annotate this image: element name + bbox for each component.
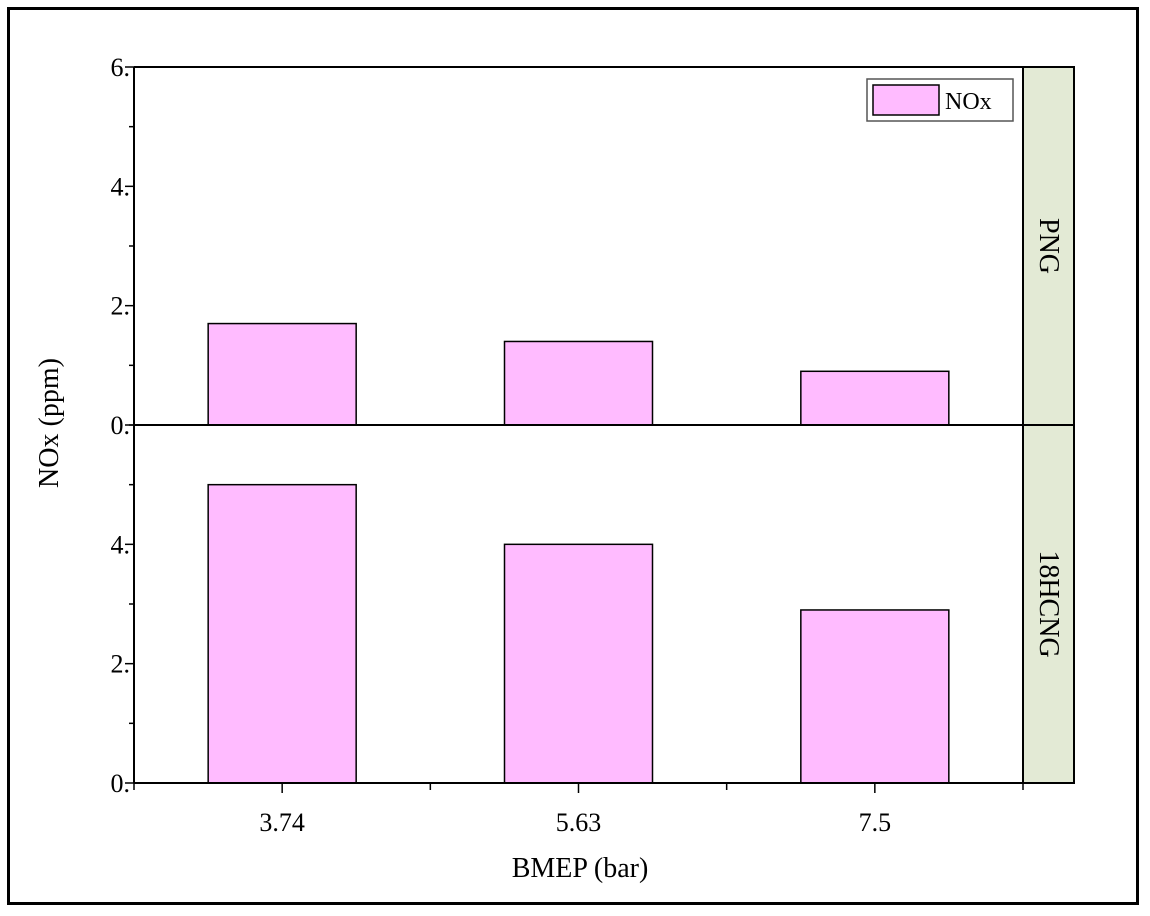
panel-strip-PNG (1022, 66, 1075, 426)
y-tick-label-18HCNG-0: 0. (111, 769, 131, 798)
legend: NOx (866, 78, 1014, 122)
x-tick-label-7.5: 7.5 (859, 808, 892, 837)
bar-18HCNG-5.63 (503, 543, 654, 784)
bar-PNG-7.5 (800, 370, 950, 426)
panel-title-PNG: PNG (1033, 218, 1064, 274)
bars-layer (207, 322, 950, 784)
y-tick-label-PNG-0: 0. (111, 411, 131, 440)
x-axis-title: BMEP (bar) (512, 853, 649, 884)
bar-PNG-5.63 (503, 340, 654, 426)
bar-18HCNG-3.74 (207, 483, 357, 784)
y-tick-label-PNG-6: 6. (111, 53, 131, 82)
y-tick-label-PNG-4: 4. (111, 172, 131, 201)
y-tick-label-18HCNG-4: 4. (111, 530, 131, 559)
legend-swatch-nox (872, 84, 940, 116)
legend-label-nox: NOx (945, 89, 992, 115)
x-tick-label-5.63: 5.63 (556, 808, 602, 837)
y-tick-label-18HCNG-2: 2. (111, 650, 131, 679)
y-axis-title: NOx (ppm) (34, 358, 65, 488)
chart-frame: 0. 2. 4. 6. 0. 2. 4. 3.74 5.63 7.5 PNG 18HCNG NOx … (7, 7, 1139, 905)
bar-18HCNG-7.5 (800, 609, 950, 784)
x-tick-label-3.74: 3.74 (259, 808, 305, 837)
panel-title-18HCNG: 18HCNG (1033, 550, 1064, 657)
panel-strips-layer: PNG 18HCNG (1022, 66, 1075, 784)
bar-chart: 0. 2. 4. 6. 0. 2. 4. 3.74 5.63 7.5 PNG 18HCNG NOx … (34, 53, 1075, 884)
panel-strip-18HCNG (1022, 424, 1075, 784)
ticks-layer: 0. 2. 4. 6. 0. 2. 4. 3.74 5.63 7.5 (111, 53, 1024, 837)
y-tick-label-PNG-2: 2. (111, 292, 131, 321)
bar-PNG-3.74 (207, 322, 357, 426)
